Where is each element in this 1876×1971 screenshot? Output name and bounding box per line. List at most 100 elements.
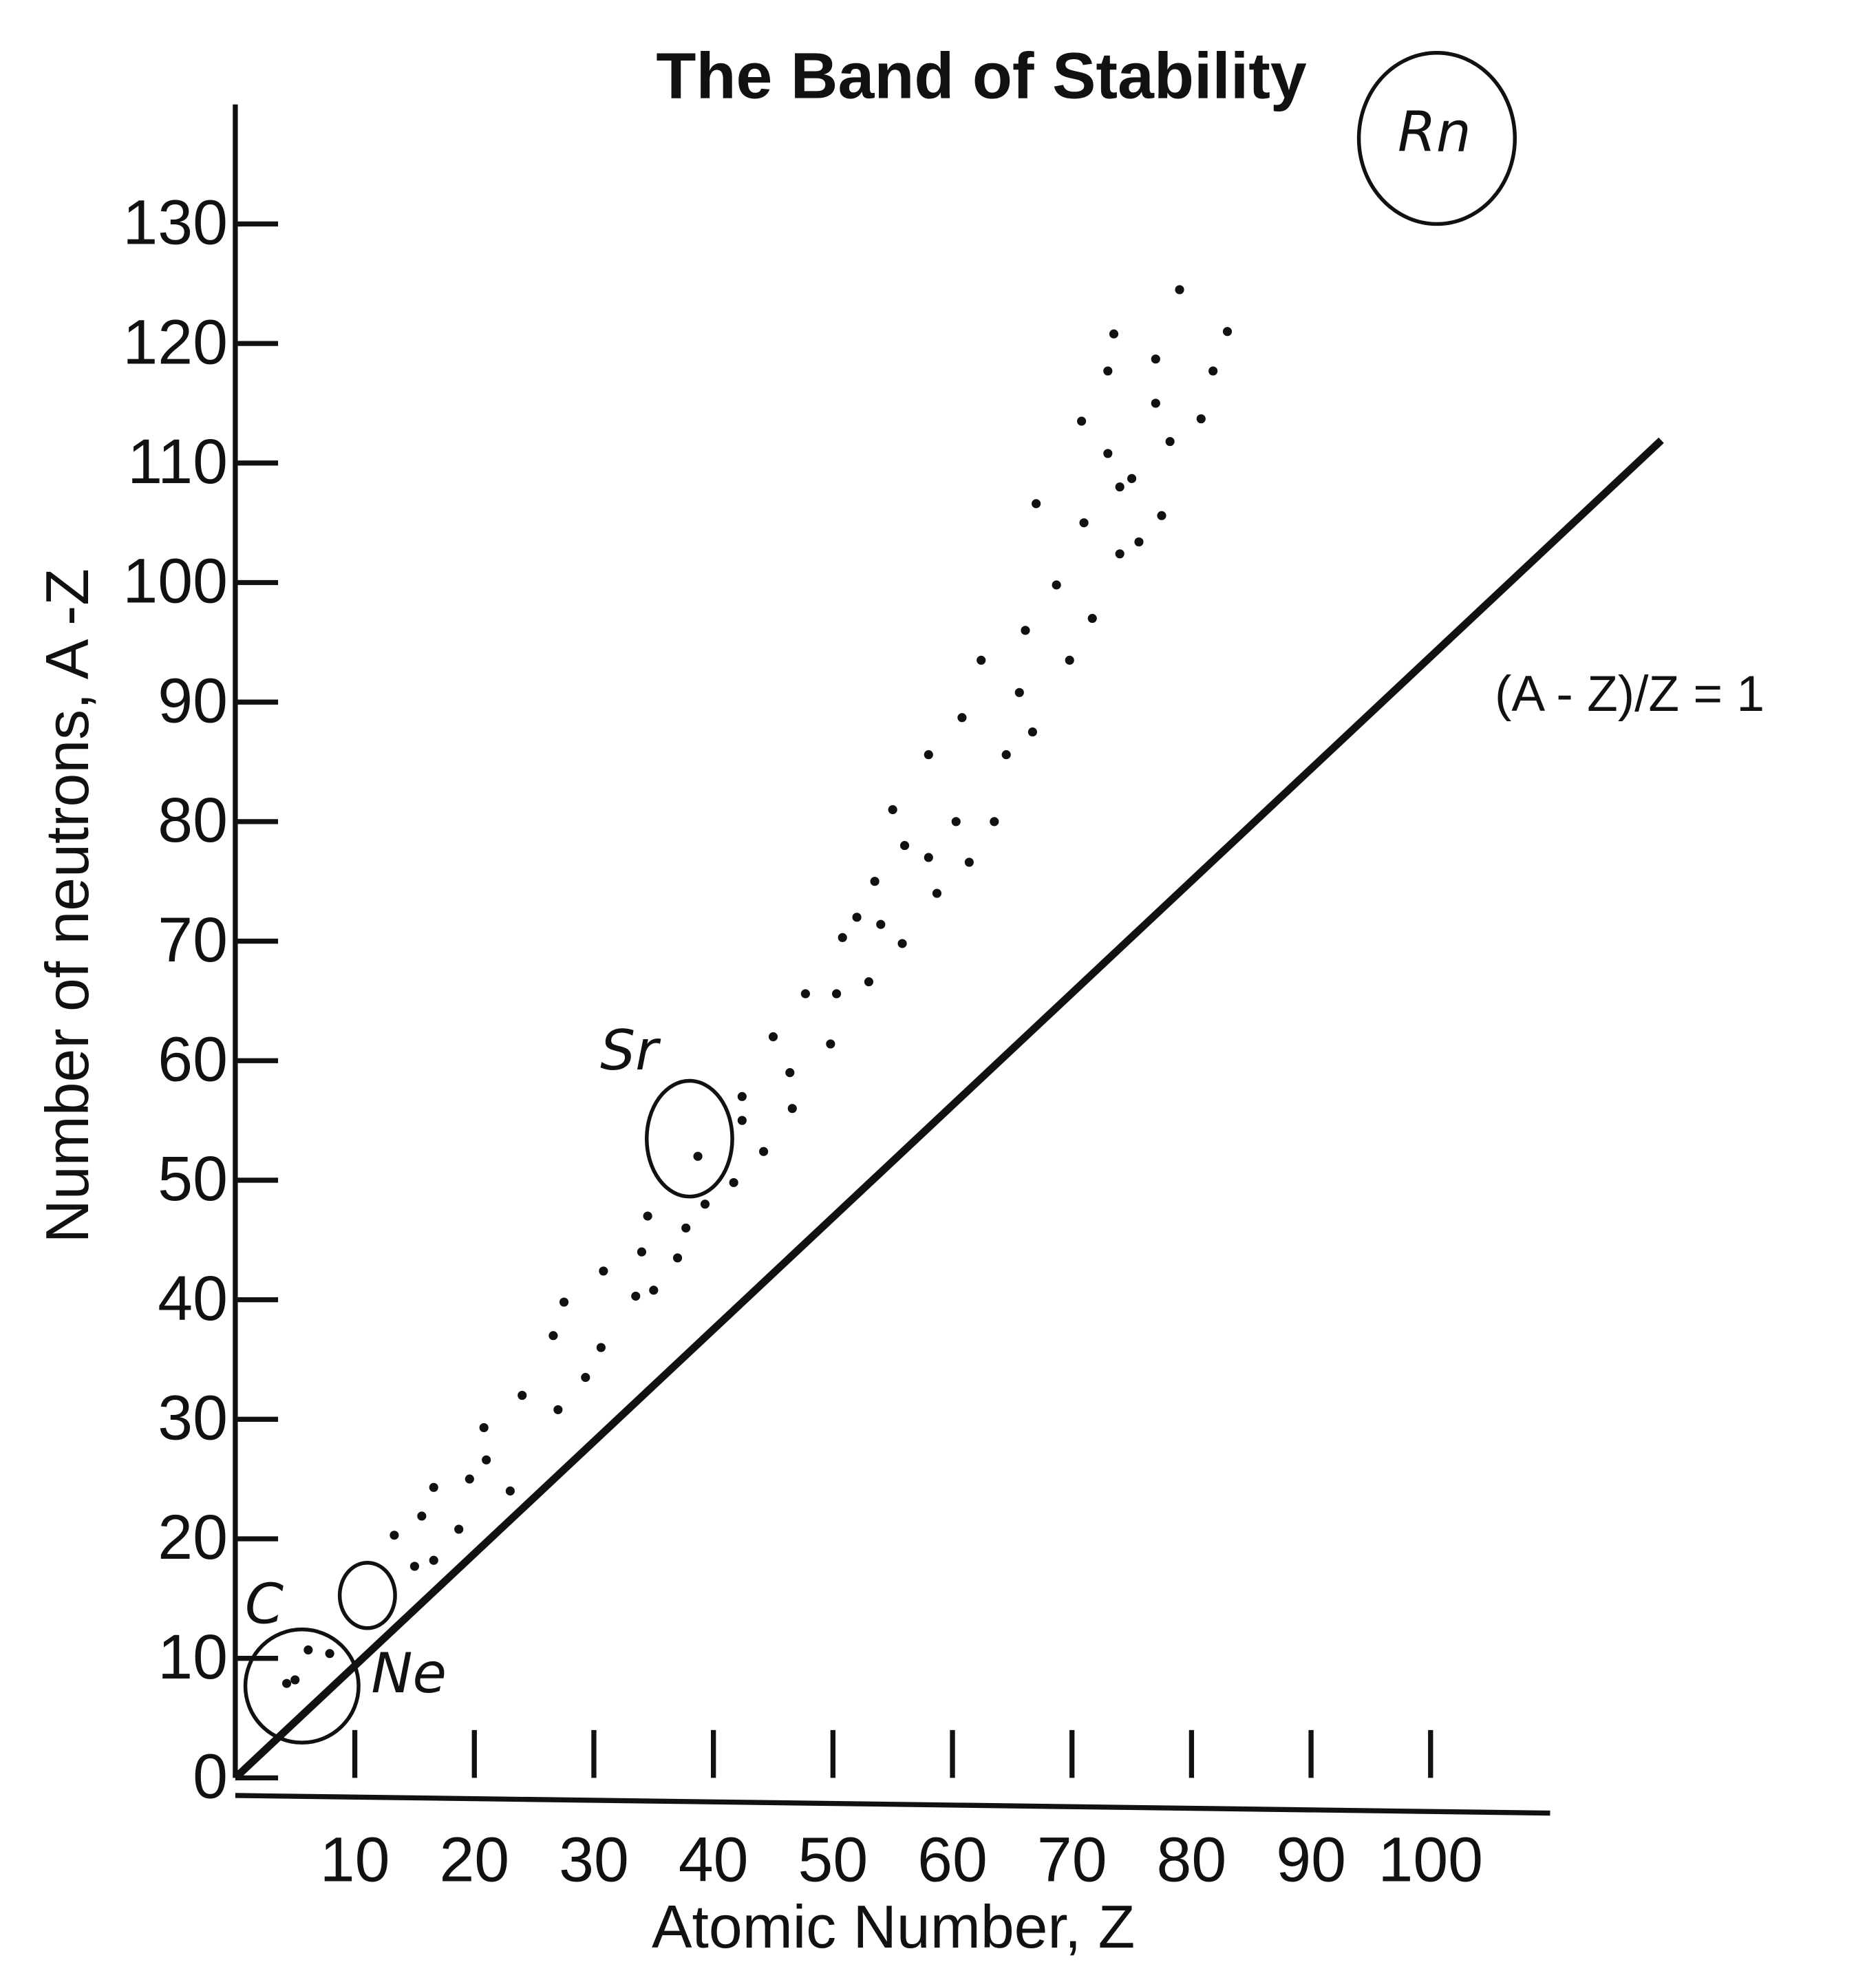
line-label: (A - Z)/Z = 1 xyxy=(1495,666,1765,722)
y-tick-label: 90 xyxy=(158,665,228,736)
point xyxy=(951,817,961,827)
handwritten-circle xyxy=(645,1078,734,1199)
point xyxy=(1222,327,1233,337)
point xyxy=(479,1423,489,1433)
point xyxy=(390,1531,399,1540)
point xyxy=(429,1482,438,1492)
point xyxy=(876,919,886,929)
point xyxy=(924,750,933,760)
point xyxy=(1079,518,1089,528)
point xyxy=(737,1091,747,1101)
point xyxy=(1175,285,1184,295)
point xyxy=(409,1562,420,1571)
point xyxy=(864,977,874,987)
point xyxy=(1103,366,1113,376)
point xyxy=(870,877,880,886)
point xyxy=(729,1178,738,1187)
point xyxy=(888,805,897,815)
point xyxy=(932,888,942,898)
point xyxy=(1077,416,1087,426)
point xyxy=(957,713,967,723)
point xyxy=(899,841,910,851)
point xyxy=(649,1286,659,1295)
point xyxy=(897,939,907,948)
point xyxy=(737,1116,747,1125)
point xyxy=(1151,398,1160,408)
x-tick-label: 50 xyxy=(798,1824,868,1895)
point xyxy=(454,1524,464,1534)
chart-title: The Band of Stability xyxy=(656,40,1307,113)
handwritten-note: Rn xyxy=(1398,99,1471,164)
y-tick-label: 30 xyxy=(158,1383,228,1453)
y-tick-label: 60 xyxy=(158,1024,228,1094)
point xyxy=(631,1291,641,1301)
x-axis-label: Atomic Number, Z xyxy=(652,1893,1135,1961)
point xyxy=(465,1474,474,1484)
point xyxy=(290,1675,300,1685)
y-tick-label: 130 xyxy=(122,188,228,258)
point xyxy=(831,989,842,999)
point xyxy=(768,1032,778,1042)
point xyxy=(681,1223,691,1233)
point xyxy=(429,1555,438,1565)
y-tick-label: 80 xyxy=(158,785,228,855)
point xyxy=(553,1405,563,1414)
point xyxy=(1208,366,1218,376)
point xyxy=(1127,473,1137,483)
point xyxy=(787,1104,797,1114)
point xyxy=(800,989,810,999)
point xyxy=(1196,414,1206,424)
point xyxy=(1052,580,1061,590)
point xyxy=(700,1200,710,1209)
point xyxy=(838,933,847,942)
x-tick-label: 40 xyxy=(679,1824,749,1895)
point xyxy=(643,1211,652,1221)
handwritten-note: Ne xyxy=(371,1641,447,1705)
x-tick-label: 70 xyxy=(1037,1824,1107,1895)
handwritten-circle xyxy=(337,1560,397,1630)
point xyxy=(785,1068,795,1078)
point xyxy=(599,1266,608,1276)
point xyxy=(1115,482,1124,492)
x-tick-label: 10 xyxy=(320,1824,390,1895)
point xyxy=(1001,750,1011,760)
point xyxy=(826,1039,835,1049)
point xyxy=(759,1147,769,1156)
handwritten-note: C xyxy=(245,1571,284,1636)
point xyxy=(964,857,974,867)
point xyxy=(1165,436,1175,447)
point xyxy=(596,1343,606,1352)
y-tick-label: 10 xyxy=(158,1622,228,1692)
point xyxy=(852,913,862,922)
x-tick-label: 60 xyxy=(917,1824,988,1895)
point xyxy=(1032,499,1041,509)
y-tick-label: 70 xyxy=(158,905,228,975)
y-tick-label: 0 xyxy=(193,1742,228,1812)
point xyxy=(637,1247,647,1257)
point xyxy=(1103,449,1113,458)
x-tick-label: 100 xyxy=(1378,1824,1484,1895)
point xyxy=(482,1455,491,1464)
handwritten-note: Sr xyxy=(600,1018,661,1083)
reference-line xyxy=(233,437,1664,1781)
y-tick-label: 100 xyxy=(122,546,228,617)
y-tick-label: 50 xyxy=(158,1144,228,1214)
point xyxy=(518,1390,527,1400)
y-tick-label: 40 xyxy=(158,1264,228,1334)
handwritten-circle xyxy=(243,1627,361,1745)
x-axis xyxy=(235,1793,1550,1816)
point xyxy=(1115,549,1124,559)
point xyxy=(1151,354,1160,364)
x-tick-label: 80 xyxy=(1157,1824,1227,1895)
point xyxy=(1134,537,1144,547)
point xyxy=(1087,614,1097,624)
y-tick-label: 20 xyxy=(158,1502,228,1573)
point xyxy=(581,1372,590,1383)
point xyxy=(1027,727,1037,737)
point xyxy=(1157,511,1166,520)
x-tick-label: 20 xyxy=(439,1824,509,1895)
point xyxy=(505,1486,515,1496)
point xyxy=(672,1253,683,1263)
